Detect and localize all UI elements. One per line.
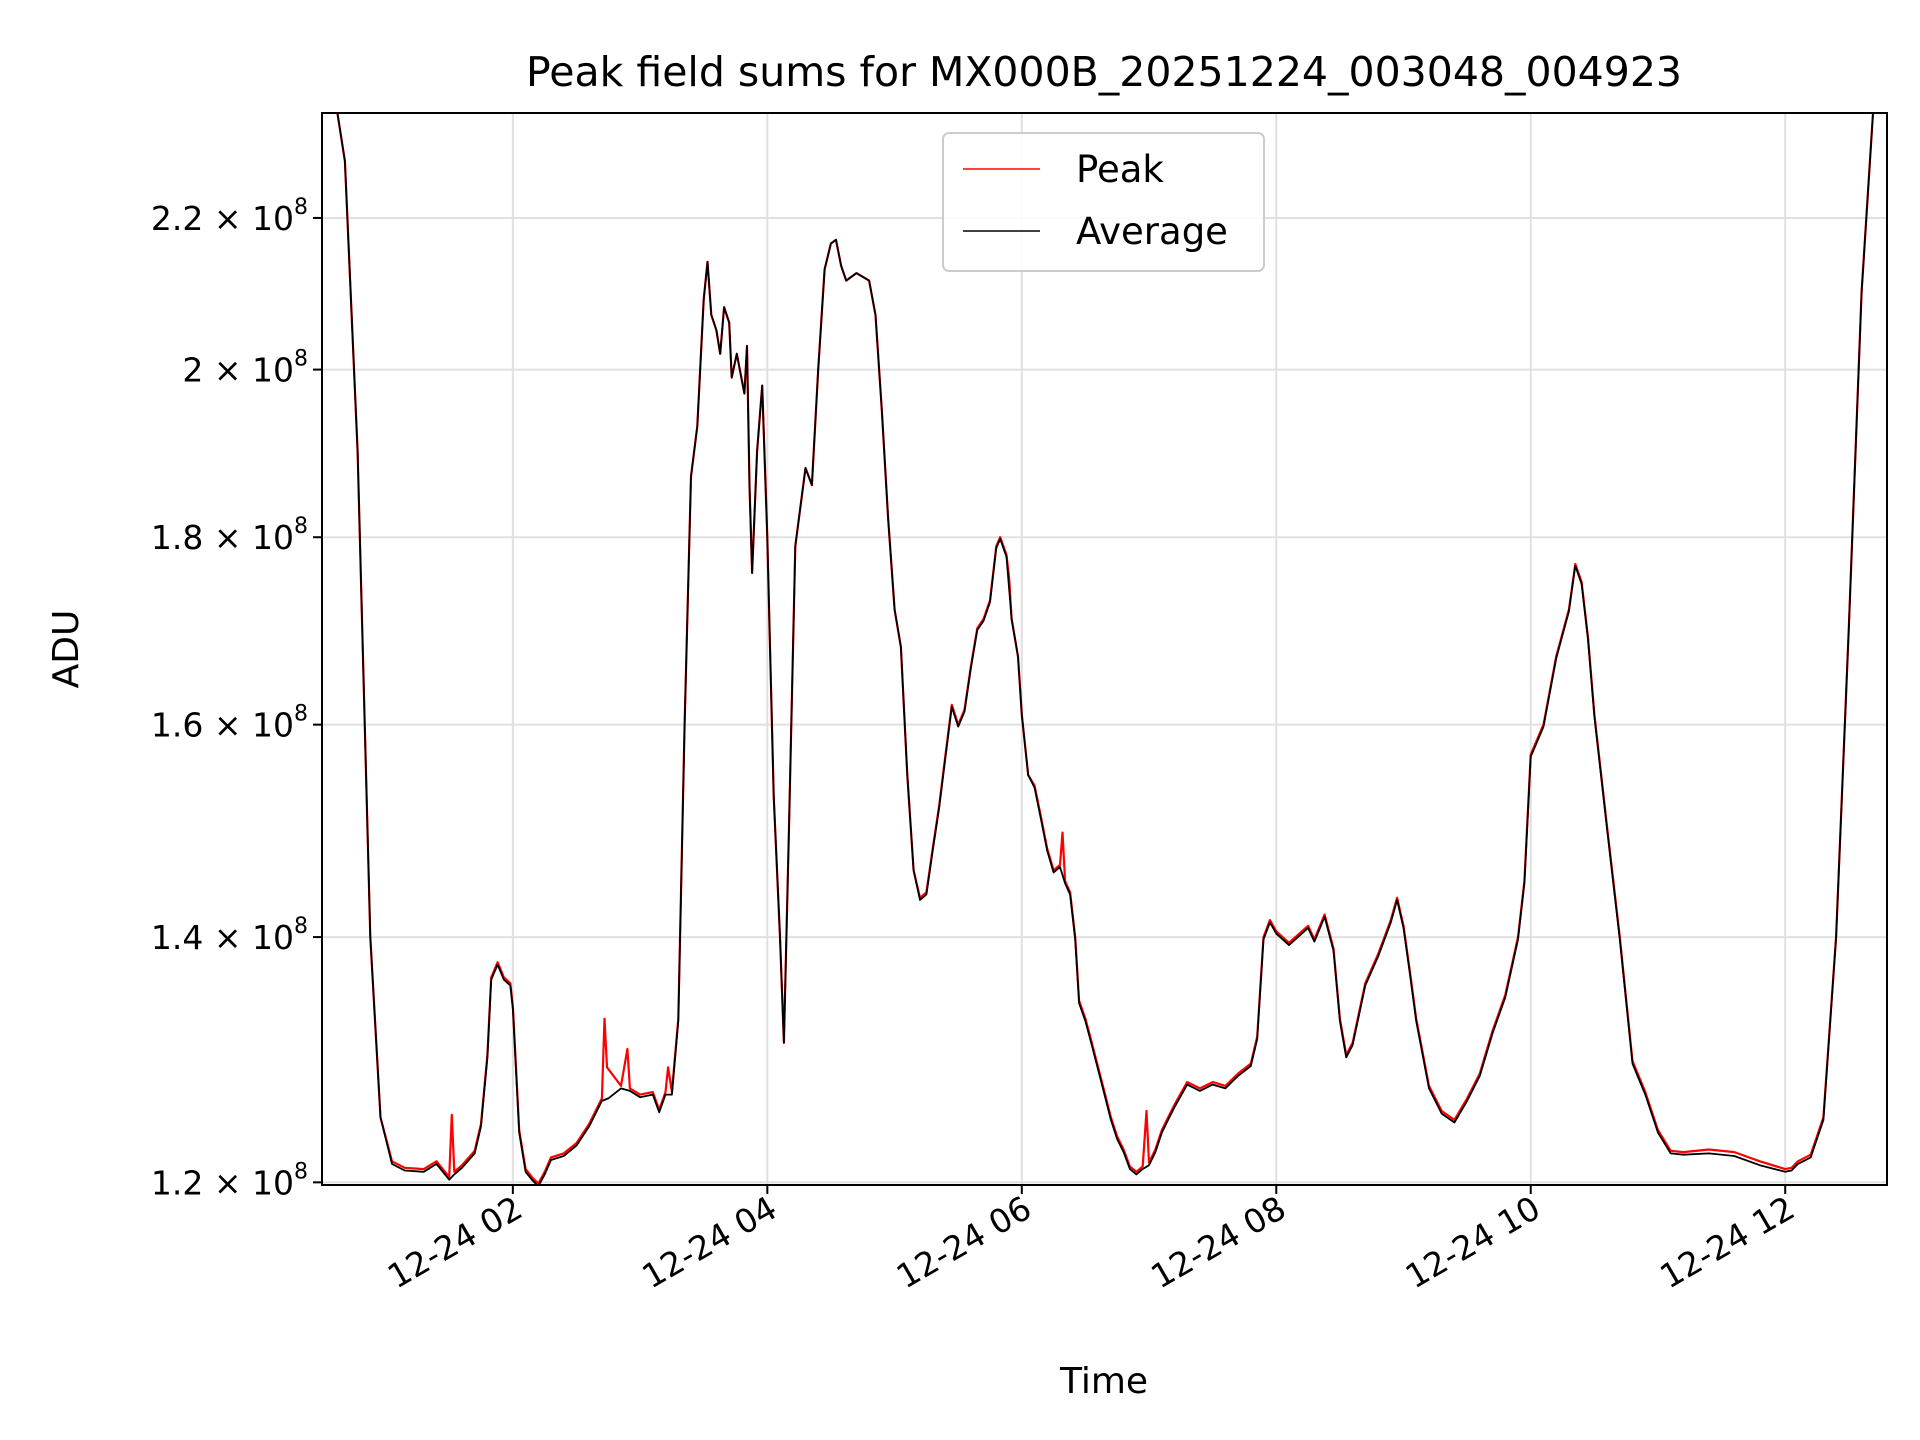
legend-average-label: Average xyxy=(1076,210,1228,253)
y-tick-mantissa: 2 xyxy=(182,351,203,390)
legend-box xyxy=(942,132,1265,272)
y-tick-exponent: 8 xyxy=(294,702,308,727)
y-tick-base: 10 xyxy=(252,351,294,390)
series-layer xyxy=(336,113,1875,1185)
y-tick-label: 2 × 108 xyxy=(182,347,308,390)
y-tick-mantissa: 2.2 xyxy=(151,199,203,238)
y-tick-mantissa: 1.8 xyxy=(151,518,203,557)
y-tick-times: × xyxy=(203,199,252,238)
x-axis-label: Time xyxy=(1059,1361,1148,1402)
y-tick-base: 10 xyxy=(252,918,294,957)
y-tick-times: × xyxy=(203,706,252,745)
legend-peak-label: Peak xyxy=(1076,148,1164,191)
y-tick-exponent: 8 xyxy=(294,914,308,939)
y-tick-exponent: 8 xyxy=(294,1159,308,1184)
y-tick-label: 1.8 × 108 xyxy=(151,514,308,557)
y-tick-base: 10 xyxy=(252,199,294,238)
y-tick-mantissa: 1.6 xyxy=(151,706,203,745)
chart-title: Peak field sums for MX000B_20251224_0030… xyxy=(526,48,1682,96)
y-tick-label: 1.4 × 108 xyxy=(151,914,308,957)
y-tick-label: 1.6 × 108 xyxy=(151,702,308,745)
legend: Peak Average xyxy=(942,132,1265,272)
y-tick-base: 10 xyxy=(252,518,294,557)
y-tick-label: 1.2 × 108 xyxy=(151,1159,308,1202)
y-tick-times: × xyxy=(203,351,252,390)
y-tick-base: 10 xyxy=(252,1163,294,1202)
average-series-line xyxy=(336,113,1874,1185)
y-tick-base: 10 xyxy=(252,706,294,745)
plot-frame xyxy=(321,112,1888,1186)
y-axis-label: ADU xyxy=(46,610,87,689)
y-tick-mantissa: 1.2 xyxy=(151,1163,203,1202)
y-tick-label: 2.2 × 108 xyxy=(151,195,308,238)
grid xyxy=(322,113,1887,1185)
y-tick-times: × xyxy=(203,518,252,557)
y-tick-mantissa: 1.4 xyxy=(151,918,203,957)
y-tick-exponent: 8 xyxy=(294,514,308,539)
y-tick-exponent: 8 xyxy=(294,195,308,220)
y-tick-times: × xyxy=(203,1163,252,1202)
y-tick-times: × xyxy=(203,918,252,957)
y-tick-exponent: 8 xyxy=(294,347,308,372)
